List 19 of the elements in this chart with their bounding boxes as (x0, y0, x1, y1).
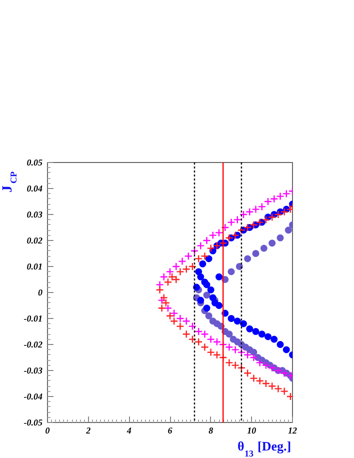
y-tick-label: -0.03 (24, 366, 43, 376)
y-tick-label: -0.05 (24, 418, 43, 428)
x-tick-label: 4 (126, 426, 132, 436)
y-tick-label: -0.01 (24, 314, 43, 324)
y-tick-label: -0.04 (24, 392, 43, 402)
y-tick-label: 0.03 (26, 210, 43, 220)
x-tick-label: 6 (168, 426, 173, 436)
y-tick-label: 0.01 (26, 262, 42, 272)
y-tick-label: 0.05 (26, 158, 43, 168)
y-tick-label: 0.02 (26, 236, 43, 246)
y-axis-title: JCP (0, 171, 18, 192)
x-tick-label: 10 (247, 426, 257, 436)
y-tick-label: -0.02 (24, 340, 43, 350)
y-tick-label: 0.04 (26, 184, 43, 194)
x-tick-label: 8 (208, 426, 214, 436)
x-tick-label: 2 (85, 426, 92, 436)
x-tick-label: 12 (288, 426, 298, 436)
x-tick-label: 0 (45, 426, 50, 436)
y-tick-label: 0 (38, 288, 43, 298)
